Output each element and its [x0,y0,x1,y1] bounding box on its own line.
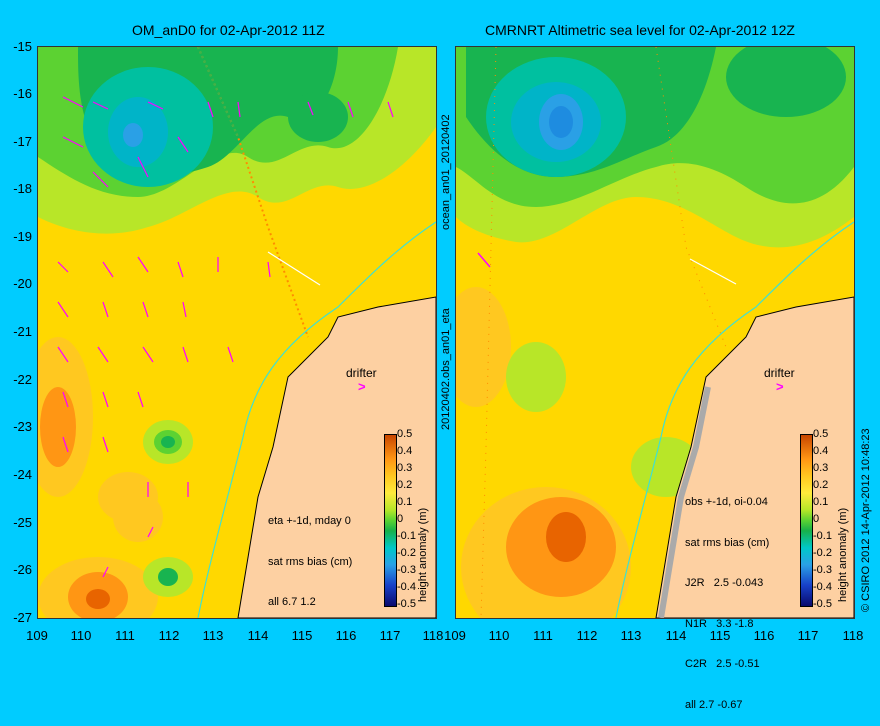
stats-line: all 6.7 1.2 [268,596,316,608]
colorbar-tick: -0.4 [397,581,416,593]
left-colorbar [384,434,397,607]
left-run-label: ocean_an01_20120402 [440,114,452,230]
stats-line: obs +-1d, oi-0.04 [685,496,768,508]
colorbar-tick: -0.1 [397,530,416,542]
lat-tick: -17 [13,134,32,149]
lat-tick: -16 [13,86,32,101]
stats-line: sat rms bias (cm) [685,536,770,549]
velocity-vectors [57,96,394,578]
colorbar-tick: 0.4 [813,445,829,457]
colorbar-tick: 0.4 [397,445,413,457]
colorbar-tick: 0.5 [813,428,829,440]
lat-tick: -27 [13,610,32,625]
copyright-credit: © CSIRO 2012 14-Apr-2012 10:48:23 [860,428,872,612]
colorbar-tick: 0.3 [813,462,829,474]
right-drifter-marker[interactable]: > [776,379,784,394]
colorbar-tick: 0.2 [813,479,829,491]
lat-tick: -20 [13,276,32,291]
lon-tick: 114 [665,628,687,643]
colorbar-tick: -0.1 [813,530,832,542]
stats-line: eta +-1d, mday 0 [268,515,351,527]
right-height-anomaly-field [456,47,854,618]
lon-tick: 117 [797,628,819,643]
left-map-title: OM_anD0 for 02-Apr-2012 11Z [132,22,325,38]
right-colorbar-label: height anomaly (m) [837,507,849,602]
lon-tick: 117 [379,628,401,643]
lat-tick: -22 [13,372,32,387]
lon-tick: 110 [70,628,92,643]
colorbar-tick: -0.5 [813,598,832,610]
colorbar-tick: -0.3 [397,564,416,576]
colorbar-tick: -0.3 [813,564,832,576]
lon-tick: 113 [620,628,642,643]
lon-tick: 112 [576,628,598,643]
left-colorbar-label: height anomaly (m) [417,507,429,602]
colorbar-tick: 0.3 [397,462,413,474]
colorbar-tick: -0.2 [397,547,416,559]
lat-tick: -23 [13,419,32,434]
lon-tick: 113 [202,628,224,643]
colorbar-tick: 0 [813,513,820,525]
right-map-panel[interactable] [455,46,855,619]
lon-tick: 115 [291,628,313,643]
colorbar-tick: 0.5 [397,428,413,440]
colorbar-tick: -0.2 [813,547,832,559]
right-map-title: CMRNRT Altimetric sea level for 02-Apr-2… [485,22,795,38]
colorbar-tick: 0.1 [813,496,829,508]
stats-line: sat rms bias (cm) [268,555,353,568]
right-obs-label: 20120402.obs_an01_eta [440,308,452,430]
lat-tick: -19 [13,229,32,244]
stats-line: N1R 3.3 -1.8 [685,617,754,630]
colorbar-tick: -0.4 [813,581,832,593]
right-colorbar [800,434,813,607]
left-stats-box: eta +-1d, mday 0 sat rms bias (cm) all 6… [268,488,352,623]
lon-tick: 112 [158,628,180,643]
right-drifter-label: drifter [764,366,795,380]
lon-tick: 118 [842,628,864,643]
colorbar-tick: 0.1 [397,496,413,508]
lon-tick: 118 [422,628,444,643]
left-height-anomaly-field [38,47,436,618]
lat-tick: -18 [13,181,32,196]
lat-tick: -25 [13,515,32,530]
lon-tick: 116 [335,628,357,643]
lon-tick: 110 [488,628,510,643]
lon-tick: 115 [709,628,731,643]
lat-tick: -15 [13,39,32,54]
lat-tick: -24 [13,467,32,482]
left-drifter-label: drifter [346,366,377,380]
left-drifter-marker[interactable]: > [358,379,366,394]
stats-line: J2R 2.5 -0.043 [685,577,764,589]
colorbar-tick: 0 [397,513,404,525]
colorbar-tick: -0.5 [397,598,416,610]
lon-tick: 111 [533,628,553,643]
lon-tick: 109 [26,628,48,643]
left-map-panel[interactable] [37,46,437,619]
right-stats-box: obs +-1d, oi-0.04 sat rms bias (cm) J2R … [685,469,769,726]
stats-line: all 2.7 -0.67 [685,698,743,711]
lon-tick: 114 [247,628,269,643]
stats-line: C2R 2.5 -0.51 [685,658,760,670]
lon-tick: 109 [444,628,466,643]
lon-tick: 111 [115,628,135,643]
colorbar-tick: 0.2 [397,479,413,491]
lat-tick: -26 [13,562,32,577]
lon-tick: 116 [753,628,775,643]
lat-tick: -21 [13,324,32,339]
